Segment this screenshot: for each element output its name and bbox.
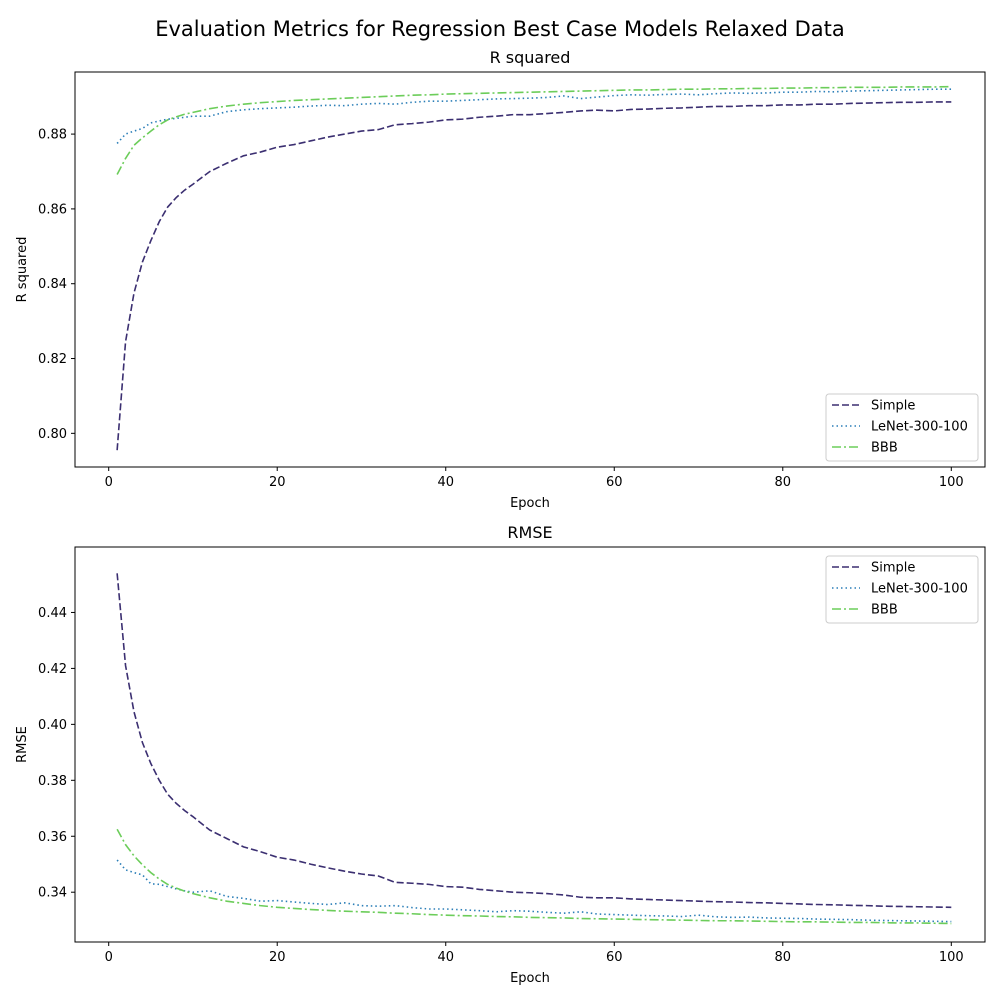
- x-tick-label: 0: [105, 950, 113, 965]
- subplot-1: R squared 0 20 40 60 80 100 0.80 0.82 0.84 0.86 0.8…: [15, 48, 986, 511]
- figure-suptitle: Evaluation Metrics for Regression Best C…: [155, 17, 845, 41]
- y-tick-label: 0.42: [38, 662, 67, 677]
- legend: Simple LeNet-300-100 BBB: [825, 393, 979, 462]
- series-line-bbb: [116, 828, 952, 925]
- x-tick-label: 80: [775, 950, 792, 965]
- x-tick-label: 20: [269, 475, 286, 490]
- y-tick-label: 0.80: [38, 427, 67, 442]
- subplot-title: R squared: [490, 48, 571, 67]
- x-tick-label: 60: [606, 950, 623, 965]
- axes-frame: [74, 71, 986, 468]
- y-tick-label: 0.88: [38, 128, 67, 143]
- x-axis-label: Epoch: [510, 496, 550, 511]
- subplot-title: RMSE: [507, 523, 552, 542]
- series-line-simple: [116, 101, 952, 451]
- axes-frame: [74, 546, 986, 943]
- legend-box: [825, 555, 979, 624]
- legend-entry: Simple: [871, 399, 915, 414]
- x-tick-label: 40: [437, 475, 454, 490]
- y-tick-label: 0.34: [38, 886, 67, 901]
- y-tick-label: 0.38: [38, 774, 67, 789]
- y-axis-label: R squared: [15, 237, 30, 303]
- y-tick-label: 0.84: [38, 277, 67, 292]
- y-tick-label: 0.82: [38, 352, 67, 367]
- x-tick-label: 100: [939, 475, 964, 490]
- legend-entry: LeNet-300-100: [871, 582, 968, 597]
- legend-entry: Simple: [871, 561, 915, 576]
- series-line-lenet-300-100: [116, 859, 952, 923]
- x-tick-label: 20: [269, 950, 286, 965]
- x-tick-label: 80: [775, 475, 792, 490]
- x-axis-label: Epoch: [510, 971, 550, 986]
- y-tick-label: 0.44: [38, 606, 67, 621]
- legend-entry: LeNet-300-100: [871, 420, 968, 435]
- y-axis-label: RMSE: [15, 726, 30, 763]
- series-line-bbb: [116, 85, 952, 175]
- subplot-2: RMSE 0 20 40 60 80 100 0.34 0.36 0.38 0.40 0.42 0.44…: [15, 523, 986, 986]
- y-tick-label: 0.36: [38, 830, 67, 845]
- series-line-lenet-300-100: [116, 88, 952, 144]
- legend-entry: BBB: [871, 603, 898, 618]
- legend: Simple LeNet-300-100 BBB: [825, 555, 979, 624]
- y-tick-label: 0.40: [38, 718, 67, 733]
- legend-entry: BBB: [871, 441, 898, 456]
- y-tick-label: 0.86: [38, 202, 67, 217]
- x-tick-label: 100: [939, 950, 964, 965]
- x-tick-label: 40: [437, 950, 454, 965]
- x-tick-label: 0: [105, 475, 113, 490]
- x-tick-label: 60: [606, 475, 623, 490]
- series-line-simple: [116, 573, 952, 909]
- legend-box: [825, 393, 979, 462]
